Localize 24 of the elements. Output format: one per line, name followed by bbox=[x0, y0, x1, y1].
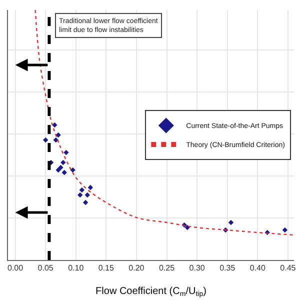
point bbox=[88, 184, 94, 190]
x-axis-title: Flow Coefficient (C$_{m}$/U$_{tip}$) bbox=[96, 286, 206, 298]
point bbox=[282, 227, 288, 233]
x-tick-label: 0.25 bbox=[158, 264, 176, 273]
x-tick-label: 0.30 bbox=[189, 264, 206, 273]
x-tick-label: 0.05 bbox=[38, 264, 54, 273]
point bbox=[56, 167, 61, 173]
x-tick-label: 0.40 bbox=[250, 264, 266, 273]
point bbox=[62, 170, 67, 176]
point bbox=[228, 220, 234, 226]
x-tick-label: 0.35 bbox=[220, 264, 236, 273]
point bbox=[64, 150, 69, 156]
x-tick-label: 0.45 bbox=[280, 264, 296, 273]
point bbox=[42, 137, 48, 143]
x-tick-label: 0.00 bbox=[7, 264, 24, 273]
x-tick-label: 0.15 bbox=[98, 264, 114, 273]
point bbox=[79, 187, 85, 193]
point bbox=[84, 192, 90, 198]
point bbox=[60, 160, 66, 166]
point bbox=[58, 164, 64, 170]
point bbox=[78, 192, 83, 198]
point bbox=[82, 200, 88, 206]
x-tick-label: 0.10 bbox=[68, 264, 84, 273]
x-tick-label: 0.20 bbox=[128, 264, 145, 273]
